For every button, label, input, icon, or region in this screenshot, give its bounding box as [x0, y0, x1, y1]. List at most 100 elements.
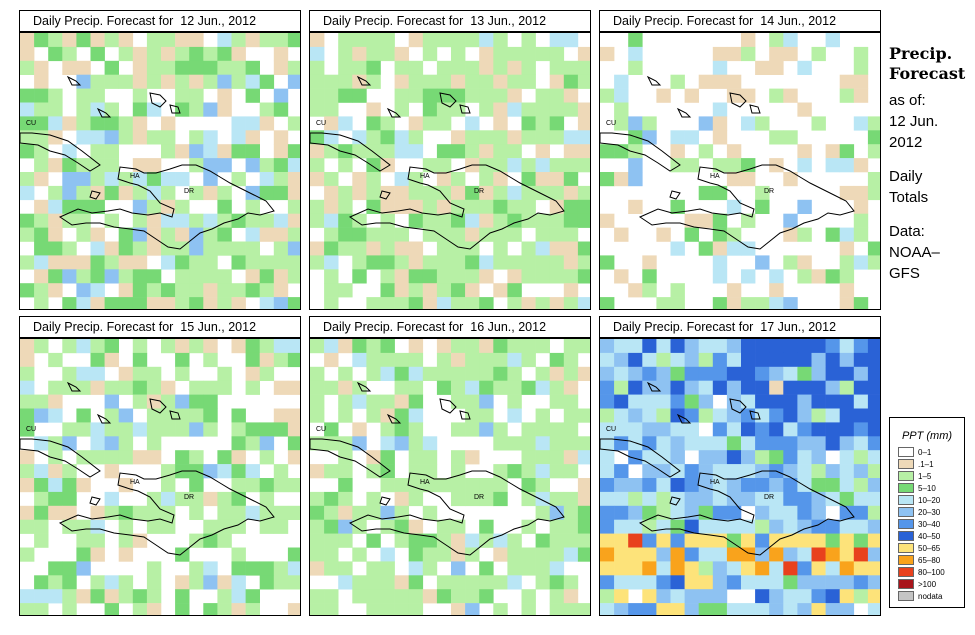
precip-cell — [380, 269, 395, 284]
precip-cell — [726, 158, 742, 173]
precip-cell — [479, 394, 494, 409]
precip-cell — [48, 269, 63, 284]
precip-cell — [769, 380, 784, 395]
precip-cell — [549, 241, 565, 256]
precip-cell — [600, 464, 615, 479]
precip-cell — [338, 199, 353, 214]
precip-cell — [287, 144, 300, 159]
precip-cell — [324, 172, 339, 187]
precip-cell — [259, 74, 275, 89]
precip-cell — [90, 339, 105, 354]
precip-cell — [366, 46, 381, 62]
precip-cell — [394, 74, 409, 89]
precip-cell — [76, 339, 91, 354]
precip-cell — [34, 172, 49, 187]
precip-cell — [245, 436, 260, 451]
precip-cell — [366, 533, 381, 548]
precip-cell — [76, 408, 91, 423]
legend-item: 5–10 — [890, 482, 964, 494]
precip-cell — [422, 46, 438, 62]
precip-cell — [839, 603, 855, 615]
precip-cell — [161, 283, 176, 298]
precip-cell — [642, 269, 657, 284]
coastline — [646, 75, 662, 86]
precip-cell — [366, 130, 381, 145]
precip-cell — [175, 33, 190, 48]
precip-cell — [563, 33, 579, 48]
precip-cell — [549, 366, 565, 381]
precip-cell — [62, 366, 77, 381]
precip-cell — [479, 297, 494, 309]
precip-cell — [783, 422, 798, 437]
precip-cell — [741, 394, 756, 409]
precip-cell — [535, 172, 550, 187]
precip-cell — [273, 172, 289, 187]
precip-cell — [90, 241, 105, 256]
precip-cell — [34, 60, 49, 75]
legend-swatch — [898, 495, 914, 505]
coastline — [96, 107, 112, 118]
precip-cell — [20, 339, 35, 354]
precip-cell — [507, 185, 522, 201]
precip-cell — [479, 46, 494, 62]
precip-cell — [175, 603, 190, 615]
precip-cell — [366, 603, 381, 615]
precip-cell — [811, 422, 826, 437]
precip-cell — [451, 561, 466, 576]
precip-cell — [712, 241, 728, 256]
legend-swatch — [898, 579, 914, 589]
precip-cell — [146, 130, 162, 145]
precip-cell — [90, 185, 105, 201]
precip-cell — [726, 172, 742, 187]
precip-cell — [310, 408, 325, 423]
precip-cell — [741, 464, 756, 479]
precip-cell — [366, 74, 381, 89]
precip-cell — [493, 283, 508, 298]
precip-cell — [670, 352, 685, 368]
precip-cell — [34, 436, 49, 451]
precip-cell — [324, 227, 339, 242]
precip-cell — [853, 519, 869, 534]
precip-cell — [48, 185, 63, 201]
precip-cell — [324, 297, 339, 309]
precip-cell — [811, 408, 826, 423]
precip-cell — [465, 603, 480, 615]
precip-cell — [408, 603, 424, 615]
precip-cell — [563, 60, 579, 75]
precip-cell — [797, 464, 812, 479]
precip-cell — [867, 533, 880, 548]
precip-cell — [684, 547, 699, 562]
precip-cell — [577, 603, 590, 615]
precip-cell — [161, 185, 176, 201]
precip-cell — [34, 88, 49, 103]
legend-swatch — [898, 567, 914, 577]
precip-cell — [310, 33, 325, 48]
legend-item: 20–30 — [890, 506, 964, 518]
precip-cell — [670, 491, 685, 507]
precip-cell — [132, 450, 148, 465]
precip-cell — [670, 450, 685, 465]
precip-cell — [310, 519, 325, 534]
precip-cell — [338, 491, 353, 507]
coastline — [638, 470, 855, 556]
precip-cell — [755, 436, 770, 451]
precip-cell — [825, 519, 840, 534]
precip-cell — [408, 408, 424, 423]
precip-cell — [479, 366, 494, 381]
precip-cell — [783, 561, 798, 576]
precip-cell — [839, 450, 855, 465]
precip-cell — [259, 269, 275, 284]
precip-cell — [451, 88, 466, 103]
precip-cell — [479, 352, 494, 368]
precip-cell — [493, 33, 508, 48]
precip-cell — [563, 352, 579, 368]
precip-cell — [62, 46, 77, 62]
precip-cell — [479, 491, 494, 507]
precip-cell — [853, 491, 869, 507]
precip-cell — [670, 422, 685, 437]
precip-cell — [90, 255, 105, 270]
precip-cell — [310, 547, 325, 562]
precip-cell — [245, 227, 260, 242]
precip-cell — [259, 519, 275, 534]
precip-cell — [62, 199, 77, 214]
